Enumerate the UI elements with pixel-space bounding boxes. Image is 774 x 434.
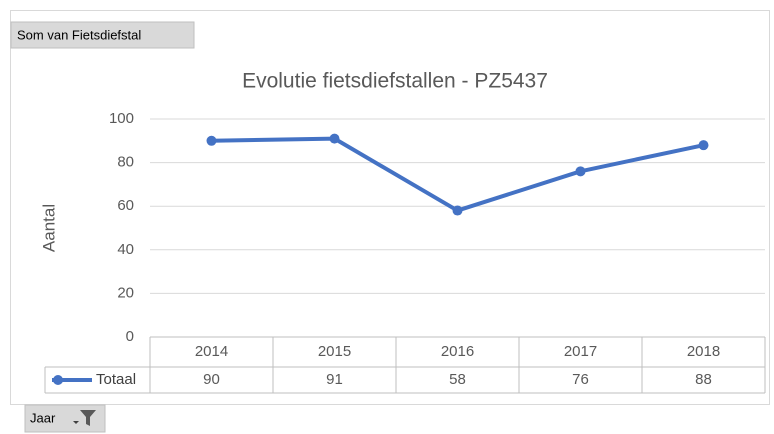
data-point (575, 166, 586, 177)
axis-field-button[interactable] (24, 404, 106, 433)
legend-label: Totaal (96, 371, 136, 388)
axis-field-label: Jaar (30, 410, 56, 425)
x-tick-label: 2018 (687, 343, 720, 360)
x-tick-label: 2014 (195, 343, 228, 360)
y-tick-label: 0 (126, 328, 134, 345)
value-field-button[interactable] (10, 21, 195, 49)
y-tick-label: 100 (109, 110, 134, 127)
y-tick-label: 60 (117, 197, 134, 214)
x-tick-label: 2017 (564, 343, 597, 360)
data-point (452, 205, 463, 216)
data-point (698, 140, 709, 151)
table-value: 76 (572, 371, 589, 388)
filter-icon (80, 410, 96, 426)
table-value: 91 (326, 371, 343, 388)
table-value: 88 (695, 371, 712, 388)
dropdown-arrow (73, 421, 79, 424)
chart-title: Evolutie fietsdiefstallen - PZ5437 (242, 70, 548, 93)
data-point (329, 133, 340, 144)
table-value: 58 (449, 371, 466, 388)
y-tick-label: 20 (117, 284, 134, 301)
chart-frame (10, 10, 770, 405)
table-value: 90 (203, 371, 220, 388)
y-tick-label: 40 (117, 241, 134, 258)
y-axis-label: Aantal (39, 204, 58, 252)
x-tick-label: 2016 (441, 343, 474, 360)
value-field-label: Som van Fietsdiefstal (17, 27, 141, 42)
x-tick-label: 2015 (318, 343, 351, 360)
legend-marker (53, 375, 63, 385)
data-point (206, 135, 217, 146)
y-tick-label: 80 (117, 154, 134, 171)
